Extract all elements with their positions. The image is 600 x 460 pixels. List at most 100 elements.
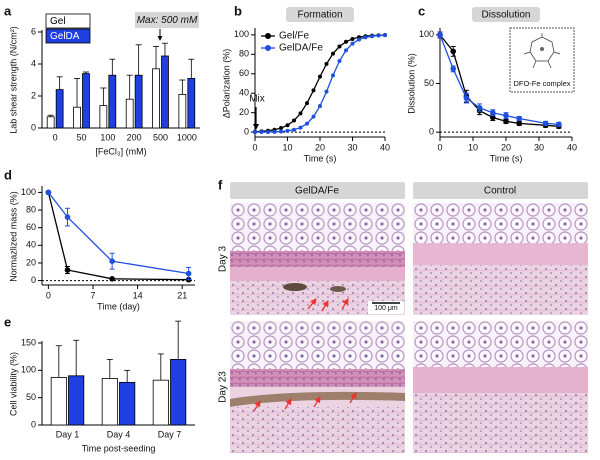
column-header: Control — [484, 186, 516, 197]
x-tick-label: 20 — [501, 142, 511, 152]
x-tick-label: 50 — [76, 132, 86, 142]
tissue — [413, 265, 588, 315]
annotation: Mix — [249, 94, 265, 105]
histology-image — [230, 203, 405, 315]
y-axis-title: Dissolution (%) — [406, 53, 416, 114]
y-tick-label: 0 — [429, 127, 434, 137]
marker — [450, 66, 457, 72]
x-tick-label: 500 — [153, 132, 168, 142]
marker — [305, 101, 309, 106]
marker — [344, 39, 348, 44]
panel-label: c — [418, 3, 425, 18]
error-bar — [47, 114, 54, 117]
marker — [516, 115, 522, 122]
tissue — [413, 203, 588, 243]
metal-center — [540, 47, 544, 51]
marker — [350, 41, 355, 46]
y-tick-label: 0 — [31, 122, 36, 132]
column-header-box — [413, 182, 588, 199]
y-tick-label: 100 — [21, 187, 36, 197]
marker — [253, 130, 257, 135]
chart-title: Dissolution — [482, 10, 531, 21]
marker — [350, 36, 355, 41]
marker — [383, 33, 387, 38]
marker — [298, 125, 303, 130]
title-box — [472, 7, 540, 22]
x-tick-label: Day 7 — [158, 429, 182, 439]
marker — [476, 105, 483, 111]
arrow — [284, 398, 292, 410]
y-tick-label: 50 — [26, 392, 36, 402]
y-tick-label: 20 — [26, 257, 36, 267]
legend-marker — [265, 45, 271, 51]
tissue — [413, 243, 588, 265]
column-header-box — [230, 182, 405, 199]
y-axis-title: Normazlized mass (%) — [8, 191, 18, 282]
marker — [542, 120, 549, 127]
bar — [99, 105, 108, 129]
y-tick-label: 100 — [234, 29, 249, 39]
legend-swatch — [45, 28, 91, 44]
legend-label: GelDA — [50, 31, 80, 42]
x-tick-label: 14 — [133, 290, 143, 300]
y-tick-label: 40 — [26, 240, 36, 250]
error-bar — [175, 320, 182, 360]
annotation-box — [135, 12, 199, 28]
tissue — [230, 407, 405, 453]
marker — [337, 44, 342, 49]
marker — [331, 73, 335, 78]
marker — [516, 120, 522, 127]
legend-swatch — [45, 13, 91, 29]
x-tick-label: Day 4 — [107, 429, 131, 439]
marker — [311, 114, 316, 119]
marker — [337, 59, 342, 64]
x-tick-label: 7 — [90, 290, 95, 300]
histology-image — [413, 321, 588, 453]
marker — [292, 118, 296, 123]
error-bar — [56, 76, 63, 90]
series-line — [47, 192, 189, 281]
marker — [185, 270, 192, 277]
marker — [331, 51, 335, 56]
bar — [152, 68, 160, 129]
x-axis-title: Time post-seeding — [82, 443, 156, 453]
marker — [285, 128, 290, 133]
annotation: Max: 500 mM — [137, 15, 198, 26]
marker — [318, 103, 322, 108]
legend-label: Gel/Fe — [279, 31, 309, 42]
y-tick-label: 50 — [424, 78, 434, 88]
arrow — [321, 300, 329, 312]
marker — [45, 189, 52, 196]
error-bar — [161, 42, 168, 56]
marker — [556, 121, 562, 128]
histology-image — [230, 321, 405, 453]
error-bar — [179, 79, 186, 95]
bar — [152, 379, 169, 426]
x-tick-label: 20 — [315, 142, 325, 152]
bar — [73, 106, 81, 129]
chart-title: Formation — [297, 10, 342, 21]
marker — [292, 127, 296, 132]
bar — [134, 74, 143, 129]
x-tick-label: 100 — [100, 132, 115, 142]
y-axis-title: ΔPolarization (%) — [221, 49, 231, 119]
panel-label: d — [4, 167, 12, 182]
x-axis-title: Time (s) — [490, 153, 523, 163]
bar — [119, 381, 136, 426]
marker — [503, 118, 509, 125]
marker — [437, 32, 443, 38]
tissue — [230, 369, 405, 387]
marker — [370, 34, 374, 39]
tissue — [230, 203, 405, 253]
x-axis-title: Time (s) — [304, 153, 337, 163]
error-bar — [74, 78, 81, 108]
marker — [272, 129, 277, 134]
legend-label: Gel — [50, 16, 66, 27]
y-tick-label: 100 — [419, 29, 434, 39]
molecule — [523, 33, 561, 69]
y-tick-label: 6 — [31, 26, 36, 36]
x-tick-label: 40 — [567, 142, 577, 152]
marker — [64, 214, 71, 220]
x-tick-label: 10 — [282, 142, 292, 152]
